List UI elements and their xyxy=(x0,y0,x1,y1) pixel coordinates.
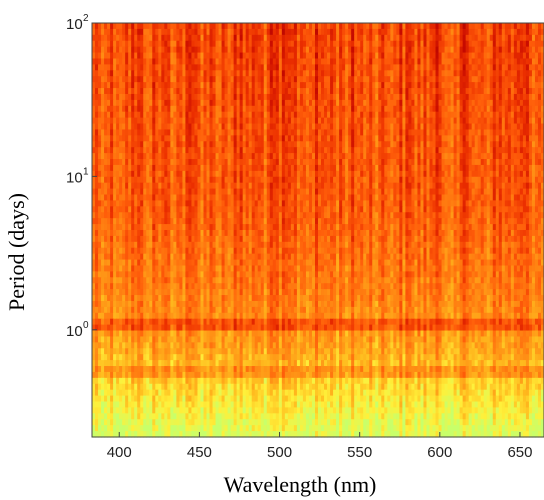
y-tick-exponent: 0 xyxy=(83,320,89,331)
heatmap-area xyxy=(92,23,544,438)
x-tick-label: 400 xyxy=(107,444,132,461)
y-tick-exponent: 1 xyxy=(83,166,89,177)
x-axis: 400 450 500 550 600 650 xyxy=(107,432,532,461)
x-tick-label: 500 xyxy=(267,444,292,461)
plot-frame xyxy=(91,22,544,438)
x-tick-label: 550 xyxy=(347,444,372,461)
y-tick-label: 10 xyxy=(66,16,83,33)
x-tick-label: 450 xyxy=(187,444,212,461)
y-tick-label: 10 xyxy=(66,169,83,186)
x-tick-label: 650 xyxy=(507,444,532,461)
y-axis-label: Period (days) xyxy=(4,193,29,311)
y-tick-exponent: 2 xyxy=(83,13,89,24)
x-axis-label: Wavelength (nm) xyxy=(224,472,377,497)
y-tick-label: 10 xyxy=(66,323,83,340)
x-tick-label: 600 xyxy=(427,444,452,461)
